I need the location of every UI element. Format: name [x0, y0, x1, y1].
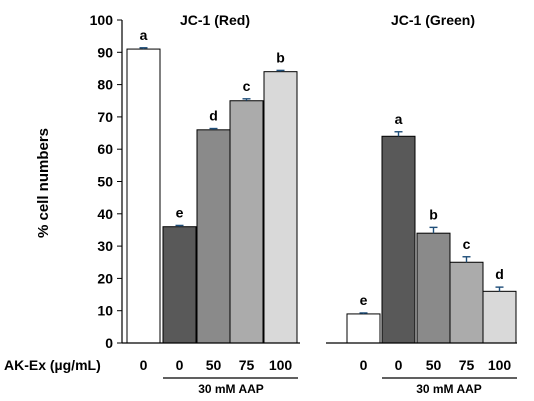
x-tick-label: 0 — [140, 357, 148, 373]
x-tick-label: 75 — [239, 357, 255, 373]
treatment-label: 30 mM AAP — [416, 382, 482, 396]
bar — [196, 129, 231, 344]
x-tick-label: 0 — [395, 357, 403, 373]
significance-letter: c — [243, 78, 251, 94]
bar — [449, 261, 484, 344]
y-axis-label: % cell numbers — [35, 128, 52, 238]
significance-letter: a — [395, 111, 403, 127]
significance-letter: d — [495, 266, 504, 282]
bar — [381, 135, 416, 344]
x-tick-label: 100 — [269, 357, 293, 373]
group-title: JC-1 (Red) — [180, 12, 250, 28]
y-tick-label: 30 — [97, 238, 113, 254]
x-tick-label: 50 — [206, 357, 222, 373]
group-red: JC-1 (Red) a 0 e 0 d 50 c 75 b 100 30 mM AAP — [122, 12, 300, 396]
x-tick-label: 75 — [459, 357, 475, 373]
y-tick-label: 0 — [105, 335, 113, 351]
significance-letter: e — [176, 204, 184, 220]
significance-letter: b — [429, 206, 438, 222]
group-green: JC-1 (Green) e 0 a 0 b 50 c 75 d 100 30 mM AAP — [326, 12, 517, 396]
y-tick-label: 70 — [97, 109, 113, 125]
y-tick-label: 60 — [97, 141, 113, 157]
significance-letter: a — [140, 27, 148, 43]
significance-letter: b — [276, 49, 285, 65]
y-axis: 0 10 20 30 40 50 60 70 80 90 100 — [90, 12, 123, 351]
group-title: JC-1 (Green) — [391, 12, 475, 28]
y-tick-label: 10 — [97, 303, 113, 319]
y-tick-label: 20 — [97, 270, 113, 286]
x-axis-title: AK-Ex (µg/mL) — [4, 357, 101, 373]
treatment-label: 30 mM AAP — [198, 382, 264, 396]
y-tick-label: 80 — [97, 77, 113, 93]
x-tick-label: 0 — [176, 357, 184, 373]
y-tick-label: 50 — [97, 174, 113, 190]
significance-letter: d — [209, 108, 218, 124]
bar — [346, 313, 381, 344]
y-tick-label: 40 — [97, 206, 113, 222]
bar — [416, 232, 451, 344]
y-tick-label: 100 — [90, 12, 114, 28]
significance-letter: c — [463, 236, 471, 252]
x-tick-label: 0 — [360, 357, 368, 373]
x-tick-label: 50 — [426, 357, 442, 373]
x-tick-label: 100 — [488, 357, 512, 373]
bar — [263, 71, 298, 344]
y-tick-label: 90 — [97, 44, 113, 60]
bar — [162, 226, 197, 344]
bar — [229, 100, 264, 344]
bar — [482, 290, 517, 344]
bar — [126, 48, 161, 344]
significance-letter: e — [360, 292, 368, 308]
